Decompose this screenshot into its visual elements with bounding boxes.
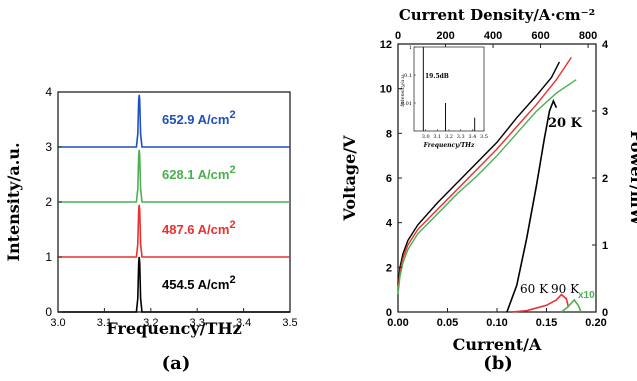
panel-b-y2-ticks: 0 1 2 3 4 (592, 39, 609, 319)
spectrum-line-2 (58, 204, 290, 258)
panel-b-y-ticks: 0 2 4 6 8 10 12 (380, 39, 402, 319)
y-tick-label: 2 (386, 262, 392, 274)
series-label-2: 487.6 A/cm2 (162, 219, 236, 237)
panel-a-xlabel: Frequency/THz (106, 319, 241, 338)
inset-y-tick-label: 1 (409, 45, 412, 51)
x-tick-label: 3.3 (190, 317, 205, 329)
y-tick-label: 2 (45, 195, 52, 209)
y-tick-label: 4 (45, 85, 52, 99)
voltage-curve-1 (397, 61, 561, 286)
y-tick-label: 12 (380, 39, 392, 51)
inset-ylabel: Intensity/a.u. (400, 73, 406, 108)
top-x-tick-label: 0 (395, 30, 401, 42)
series-label-1: 454.5 A/cm2 (162, 274, 236, 292)
panel-a: 454.5 A/cm2 487.6 A/cm2 628.1 A/cm2 652.9 A… (4, 85, 298, 374)
inset-frame (413, 46, 485, 132)
y-tick-label: 6 (386, 173, 392, 185)
y2-tick-label: 4 (602, 39, 609, 51)
inset-annotation: 19.5dB (425, 73, 449, 80)
annotation-60k: 60 K (520, 282, 549, 296)
inset-x-tick-label: 3.2 (445, 134, 453, 140)
x-tick-label: 0.05 (437, 317, 458, 329)
power-curve-1 (506, 98, 558, 313)
y-tick-label: 8 (386, 128, 392, 140)
y2-tick-label: 2 (602, 173, 608, 185)
x-tick-label: 0.15 (536, 317, 557, 329)
panel-b-ylabel: Voltage/V (340, 135, 359, 222)
top-x-tick-label: 400 (484, 30, 502, 42)
series-label-3: 628.1 A/cm2 (162, 164, 236, 182)
annotation-90k: 90 K (551, 282, 580, 296)
top-x-tick-label: 600 (531, 30, 549, 42)
spectrum-line-4 (58, 94, 290, 148)
y-tick-label: 1 (45, 250, 52, 264)
panel-b-voltage-curves (397, 57, 577, 295)
x-tick-label: 0.00 (387, 317, 408, 329)
top-x-tick-label: 200 (436, 30, 454, 42)
spectrum-line-1 (58, 256, 290, 313)
inset-x-tick-label: 3.5 (480, 134, 488, 140)
y-tick-label: 10 (380, 84, 392, 96)
y2-tick-label: 3 (602, 106, 608, 118)
panel-a-x-ticks: 3.0 3.1 3.2 3.3 3.4 3.5 (50, 308, 298, 329)
power-curve-3 (560, 298, 582, 313)
panel-b-x-ticks: 0.00 0.05 0.10 0.15 0.20 (387, 308, 607, 329)
x-tick-label: 3.0 (50, 317, 65, 329)
x-tick-label: 3.5 (282, 317, 297, 329)
annotation-x10: x10 (578, 290, 595, 301)
inset-series (422, 47, 476, 131)
inset-ticks: 3.0 3.1 3.2 3.3 3.4 3.5 1 0.1 0.01 (401, 45, 488, 140)
x-tick-label: 0.20 (585, 317, 606, 329)
inset-y-tick-label: 0.01 (401, 101, 412, 107)
y-tick-label: 0 (45, 305, 52, 319)
panel-b-power-curves (506, 98, 582, 313)
inset-x-tick-label: 3.4 (468, 134, 476, 140)
inset-plot: 3.0 3.1 3.2 3.3 3.4 3.5 1 0.1 0.01 19.5dB Freque… (400, 45, 488, 149)
voltage-curve-3 (397, 79, 577, 295)
panel-a-panel-label: (a) (162, 353, 191, 374)
panel-a-series-labels: 454.5 A/cm2 487.6 A/cm2 628.1 A/cm2 652.9 A… (162, 109, 236, 292)
x-tick-label: 3.2 (143, 317, 158, 329)
panel-b-y2label: Power/mW (627, 130, 637, 226)
inset-y-tick-label: 0.1 (404, 73, 412, 79)
power-curve-2 (511, 293, 570, 313)
panel-a-series (58, 94, 290, 313)
inset-x-tick-label: 3.1 (433, 134, 441, 140)
panel-a-y-ticks: 0 1 2 3 4 (45, 85, 62, 319)
y2-tick-label: 1 (602, 240, 608, 252)
x-tick-label: 0.10 (486, 317, 507, 329)
annotation-20k: 20 K (548, 116, 583, 131)
top-x-tick-label: 800 (579, 30, 597, 42)
y-tick-label: 4 (386, 218, 393, 230)
panel-a-ylabel: Intensity/a.u. (4, 142, 23, 261)
inset-x-tick-label: 3.0 (422, 134, 430, 140)
spectrum-line-3 (58, 149, 290, 203)
y-tick-label: 0 (386, 307, 392, 319)
inset-xlabel: Frequency/THz (423, 142, 475, 149)
series-label-4: 652.9 A/cm2 (162, 109, 236, 127)
y2-tick-label: 0 (602, 307, 608, 319)
voltage-curve-2 (397, 57, 572, 290)
inset-x-tick-label: 3.3 (457, 134, 465, 140)
panel-b-top-xlabel: Current Density/A·cm⁻² (399, 6, 595, 24)
panel-b-top-ticks: 0 200 400 600 800 (395, 30, 597, 48)
y-tick-label: 3 (45, 140, 52, 154)
panel-b-panel-label: (b) (483, 353, 513, 374)
x-tick-label: 3.1 (97, 317, 112, 329)
panel-b-xlabel: Current/A (453, 335, 542, 354)
x-tick-label: 3.4 (236, 317, 251, 329)
